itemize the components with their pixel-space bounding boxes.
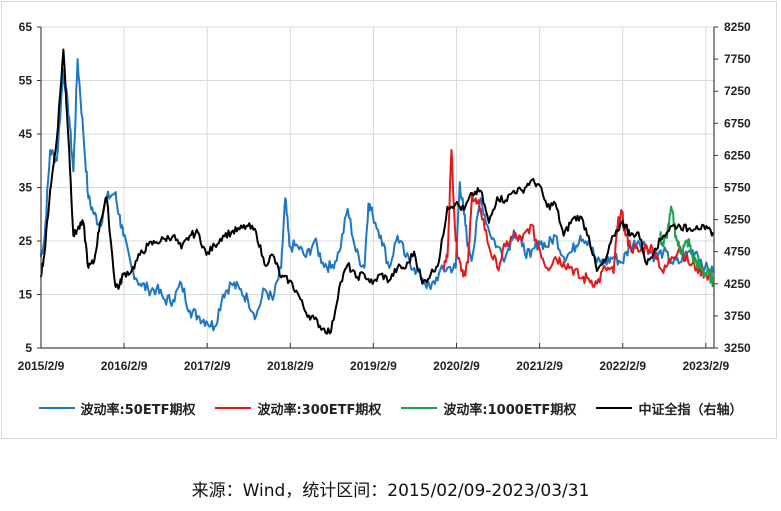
legend-label: 波动率:1000ETF期权 (443, 402, 577, 418)
y-left-tick-label: 55 (19, 74, 33, 88)
x-tick-label: 2020/2/9 (433, 359, 480, 373)
legend-swatch-green (401, 407, 438, 409)
x-tick-label: 2022/2/9 (599, 359, 646, 373)
grid-lines (41, 26, 714, 348)
y-left-tick-label: 45 (19, 127, 33, 141)
x-tick-label: 2015/2/9 (18, 359, 65, 373)
x-tick-label: 2016/2/9 (101, 359, 148, 373)
legend-label: 中证全指（右轴） (638, 402, 743, 418)
y-left-tick-label: 25 (19, 234, 33, 248)
y-right-tick-label: 3250 (724, 341, 751, 355)
legend-label: 波动率:300ETF期权 (257, 402, 382, 418)
x-tick-label: 2023/2/9 (682, 359, 729, 373)
axis-ticks: 5 15 25 35 45 55 65 3250 3750 4250 4750 5250 5750 625… (18, 20, 751, 373)
legend-swatch-red (215, 407, 252, 409)
chart-frame (1, 1, 777, 439)
series-line-2 (659, 205, 715, 288)
axes (37, 26, 718, 349)
x-tick-label: 2018/2/9 (267, 359, 314, 373)
legend-label: 波动率:50ETF期权 (80, 402, 196, 418)
series-line-3 (40, 48, 715, 335)
y-right-tick-label: 6750 (724, 116, 751, 130)
y-right-tick-label: 3750 (724, 309, 751, 323)
x-tick-label: 2021/2/9 (516, 359, 563, 373)
series-line-1 (442, 149, 714, 288)
y-left-tick-label: 35 (19, 181, 33, 195)
legend-swatch-black (596, 407, 633, 409)
legend: 波动率:50ETF期权 波动率:300ETF期权 波动率:1000ETF期权 中… (0, 396, 781, 420)
y-right-tick-label: 4750 (724, 245, 751, 259)
x-tick-label: 2017/2/9 (184, 359, 231, 373)
y-right-tick-label: 4250 (724, 277, 751, 291)
legend-item-50etf: 波动率:50ETF期权 (38, 399, 196, 418)
y-left-tick-label: 15 (19, 288, 33, 302)
x-tick-label: 2019/2/9 (350, 359, 397, 373)
legend-swatch-blue (38, 407, 75, 409)
series-lines (40, 48, 715, 335)
legend-item-1000etf: 波动率:1000ETF期权 (401, 399, 576, 418)
y-left-tick-label: 65 (19, 20, 33, 34)
y-right-tick-label: 8250 (724, 20, 751, 34)
y-right-tick-label: 5750 (724, 181, 751, 195)
source-note: 来源：Wind，统计区间：2015/02/09-2023/03/31 (191, 481, 590, 501)
y-right-tick-label: 7250 (724, 84, 751, 98)
y-left-tick-label: 5 (25, 341, 32, 355)
y-right-tick-label: 7750 (724, 52, 751, 66)
legend-item-300etf: 波动率:300ETF期权 (215, 399, 381, 418)
line-chart: 5 15 25 35 45 55 65 3250 3750 4250 4750 5250 5750 625… (18, 20, 751, 373)
y-right-tick-label: 5250 (724, 213, 751, 227)
y-right-tick-label: 6250 (724, 148, 751, 162)
legend-item-csi-all: 中证全指（右轴） (596, 399, 742, 418)
series-line-0 (40, 58, 715, 332)
